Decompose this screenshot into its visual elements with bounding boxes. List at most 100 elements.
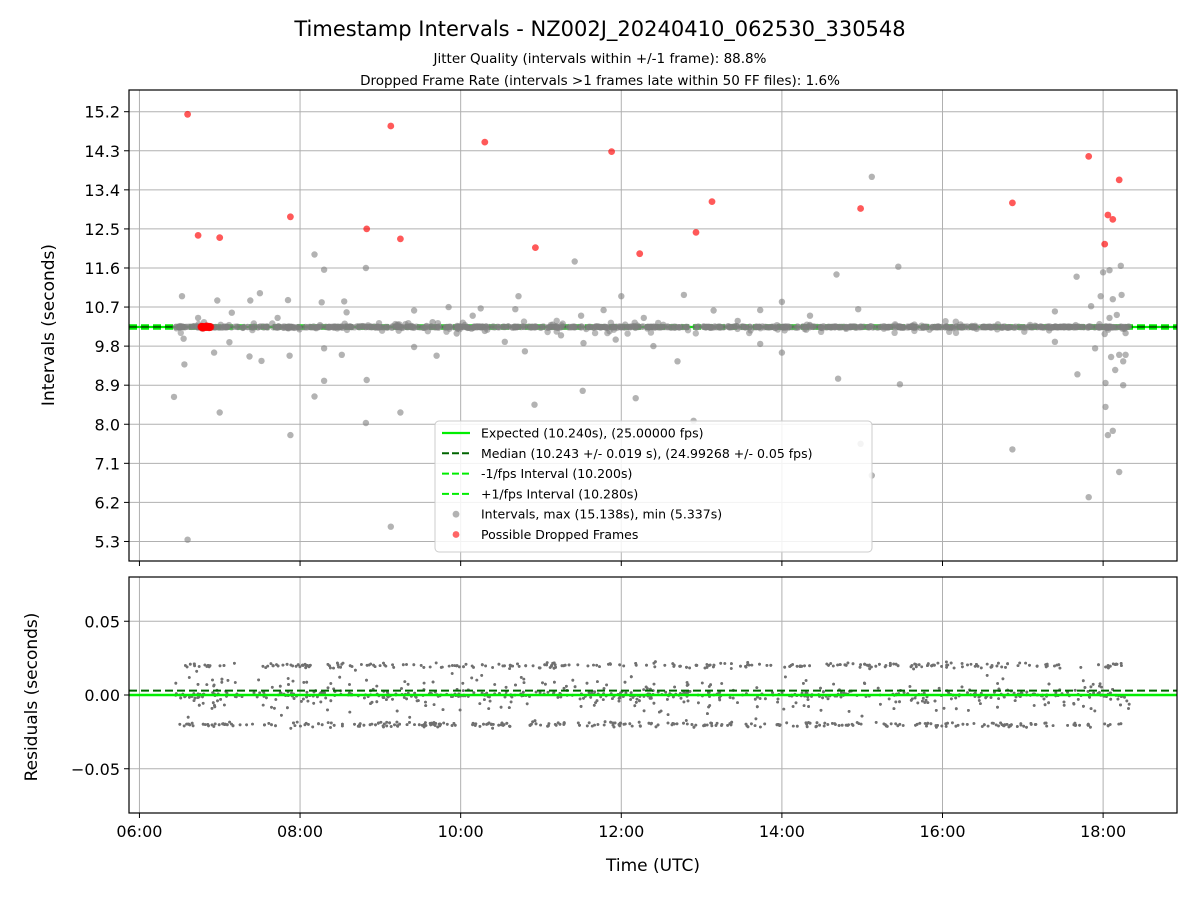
- residual-point: [271, 664, 275, 668]
- residual-point: [382, 725, 385, 729]
- residual-point: [831, 664, 835, 668]
- interval-outlier-point-50: [580, 339, 587, 347]
- residual-point: [1042, 697, 1046, 701]
- residual-point: [623, 680, 627, 684]
- interval-point: [522, 323, 529, 331]
- legend-label-3: +1/fps Interval (10.280s): [481, 486, 638, 501]
- residual-point: [1083, 686, 1087, 689]
- residual-point: [546, 690, 550, 694]
- residual-point: [266, 664, 270, 668]
- residual-point: [819, 708, 823, 712]
- residual-point: [552, 691, 556, 694]
- residual-point: [1097, 663, 1100, 667]
- residual-point: [815, 721, 819, 725]
- residual-point: [719, 661, 723, 665]
- residual-point: [487, 707, 491, 710]
- residual-point: [274, 698, 278, 701]
- interval-point: [875, 324, 882, 331]
- interval-outlier-point-104: [1122, 329, 1129, 337]
- residual-point: [969, 662, 973, 666]
- residual-point: [750, 722, 753, 726]
- residual-point: [1073, 688, 1077, 692]
- residual-point: [954, 696, 958, 700]
- residual-point: [305, 690, 309, 694]
- interval-point: [273, 324, 280, 331]
- residual-point: [1103, 722, 1107, 726]
- residual-point: [892, 662, 896, 666]
- residual-point: [374, 723, 377, 727]
- residual-point: [945, 665, 948, 669]
- interval-outlier-point-49: [577, 312, 585, 319]
- interval-outlier-point-29: [363, 376, 370, 384]
- legend-label-0: Expected (10.240s), (25.00000 fps): [481, 426, 703, 441]
- residual-point: [473, 724, 477, 727]
- interval-point: [565, 324, 572, 331]
- residual-point: [858, 665, 862, 669]
- residual-point: [311, 725, 315, 729]
- residual-point: [933, 663, 936, 667]
- residual-point: [650, 721, 653, 725]
- chart-subtitle-dropped: Dropped Frame Rate (intervals >1 frames …: [360, 73, 840, 89]
- interval-point: [988, 323, 996, 331]
- interval-point: [739, 323, 746, 330]
- residual-point: [652, 701, 656, 705]
- residual-point: [225, 723, 229, 727]
- residual-point: [997, 724, 1000, 728]
- residual-point: [360, 663, 363, 666]
- residual-point: [945, 660, 948, 664]
- residual-point: [744, 665, 747, 668]
- residual-point: [434, 722, 438, 725]
- dropped-frame-point-10: [636, 250, 644, 258]
- residual-point: [395, 720, 399, 724]
- residual-point: [416, 699, 420, 702]
- residual-point: [1062, 700, 1066, 704]
- interval-point: [396, 321, 403, 328]
- residual-point: [196, 683, 200, 686]
- interval-point: [994, 326, 1001, 333]
- residual-point: [865, 663, 869, 667]
- residual-point: [915, 722, 919, 726]
- interval-point: [547, 321, 555, 329]
- dropped-frame-point-2: [216, 234, 224, 242]
- residual-point: [947, 691, 950, 694]
- residual-point: [317, 722, 320, 726]
- interval-point: [836, 323, 843, 330]
- residual-point: [1062, 703, 1066, 707]
- interval-point: [578, 323, 585, 330]
- residual-point: [642, 709, 646, 713]
- interval-point: [217, 321, 224, 328]
- interval-point: [684, 327, 692, 334]
- residual-point: [910, 664, 914, 667]
- residual-point: [923, 701, 927, 704]
- interval-outlier-point-98: [1116, 468, 1123, 476]
- residual-point: [1066, 724, 1069, 727]
- residual-point: [644, 685, 648, 689]
- interval-outlier-point-33: [410, 307, 418, 314]
- residual-point: [775, 723, 779, 727]
- residual-point: [320, 723, 324, 727]
- residual-point: [571, 678, 575, 682]
- residual-point: [1013, 699, 1017, 702]
- residual-point: [422, 681, 426, 685]
- interval-outlier-point-38: [453, 330, 460, 337]
- residual-point: [894, 722, 898, 726]
- residual-point: [832, 682, 835, 686]
- intervals-y-tick-label-9: 13.4: [84, 181, 120, 200]
- interval-point: [263, 323, 270, 330]
- residual-point: [552, 661, 556, 665]
- interval-point: [943, 323, 951, 330]
- residual-point: [923, 722, 927, 725]
- residual-point: [1016, 664, 1020, 667]
- residual-point: [617, 699, 621, 703]
- interval-outlier-point-16: [284, 296, 292, 304]
- interval-point: [250, 320, 257, 327]
- residual-point: [276, 664, 280, 668]
- interval-outlier-point-83: [1091, 345, 1099, 352]
- residual-point: [228, 720, 232, 724]
- residual-point: [692, 725, 696, 729]
- intervals-y-tick-label-6: 10.7: [84, 298, 120, 317]
- residual-point: [827, 663, 830, 667]
- residual-point: [203, 663, 207, 667]
- interval-outlier-point-32: [397, 409, 404, 416]
- residual-point: [995, 664, 999, 668]
